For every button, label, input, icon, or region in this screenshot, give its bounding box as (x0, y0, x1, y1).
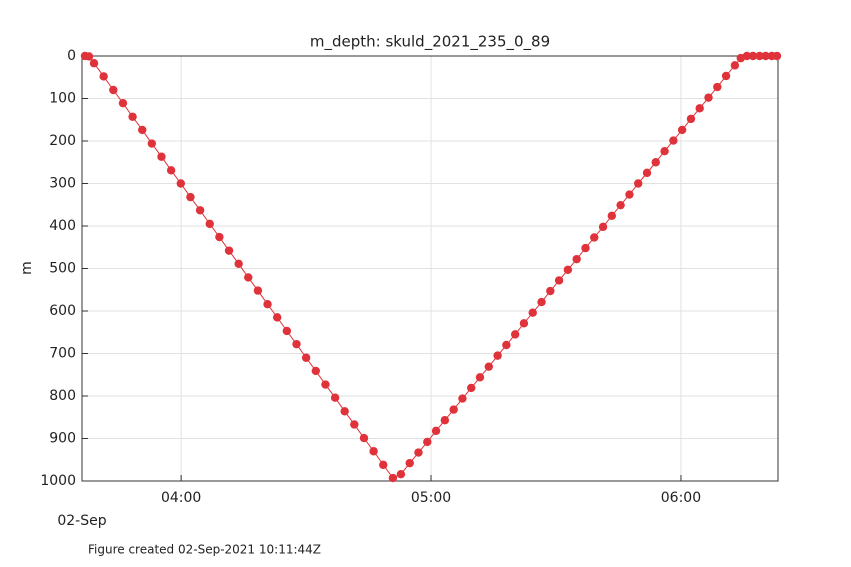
data-point (704, 93, 713, 102)
data-point (572, 254, 581, 264)
data-point (467, 383, 476, 393)
data-point (224, 246, 234, 255)
data-point (677, 125, 687, 135)
data-point (369, 447, 378, 456)
data-point (440, 416, 450, 425)
data-point (510, 330, 520, 339)
data-point (244, 273, 253, 282)
plot-frame (81, 55, 779, 482)
data-point (554, 276, 564, 285)
data-point (458, 394, 467, 403)
y-tick-label: 300 (49, 176, 76, 192)
y-tick-label: 700 (49, 346, 76, 362)
x-tick-label: 05:00 (411, 490, 451, 506)
data-point (253, 286, 263, 295)
data-point (84, 52, 94, 61)
data-point (748, 51, 758, 61)
data-point (311, 366, 321, 376)
data-point (292, 339, 301, 349)
data-point (616, 200, 625, 210)
y-tick-label: 500 (49, 261, 76, 277)
data-point (234, 259, 243, 269)
x-date-label: 02-Sep (57, 513, 106, 529)
y-tick-label: 1000 (40, 473, 76, 489)
data-point (282, 326, 292, 336)
data-point (625, 190, 634, 199)
data-point (118, 98, 128, 108)
x-tick-label: 04:00 (161, 490, 201, 506)
data-point (340, 407, 349, 416)
data-point (166, 166, 176, 175)
data-point (721, 71, 731, 81)
data-point (321, 380, 330, 389)
y-tick-label: 600 (49, 303, 76, 319)
data-point (607, 211, 617, 220)
data-point (147, 139, 157, 148)
data-point (176, 179, 185, 188)
data-point (598, 222, 608, 232)
data-point (99, 72, 108, 81)
data-point (633, 179, 643, 188)
data-point (742, 51, 752, 61)
data-point (128, 112, 137, 121)
footer: Figure created 02-Sep-2021 10:11:44Z (88, 543, 321, 557)
y-tick-label: 100 (49, 91, 76, 107)
data-point (263, 300, 272, 309)
data-point (493, 351, 502, 360)
data-point (350, 420, 359, 429)
y-tick-label: 900 (49, 431, 76, 447)
data-point (388, 473, 398, 483)
data-point (642, 168, 652, 178)
data-point (89, 59, 99, 68)
data-point (379, 460, 388, 470)
data-point (396, 470, 406, 479)
data-point (484, 362, 493, 371)
data-point (273, 313, 282, 322)
data-point (330, 393, 340, 402)
data-point (215, 232, 224, 242)
y-tick-label: 800 (49, 388, 76, 404)
data-point (475, 373, 485, 382)
data-point (359, 433, 369, 443)
data-point (695, 104, 704, 113)
data-point (581, 243, 590, 253)
data-point (205, 219, 214, 229)
data-point (301, 353, 311, 362)
data-point (660, 147, 669, 156)
data-point (590, 233, 599, 242)
data-point (195, 206, 205, 215)
data-point (519, 319, 529, 328)
y-tick-label: 200 (49, 133, 76, 149)
chart-title: m_depth: skuld_2021_235_0_89 (310, 33, 550, 52)
data-point (186, 192, 195, 202)
data-point (686, 114, 696, 124)
data-point (669, 136, 678, 145)
data-point (138, 125, 147, 135)
data-point (755, 51, 764, 61)
data-point (502, 340, 511, 350)
y-tick-label: 400 (49, 218, 76, 234)
data-point (651, 158, 660, 167)
data-point (713, 82, 722, 92)
data-point (157, 152, 166, 161)
data-point (405, 458, 414, 468)
data-point (431, 426, 441, 436)
y-tick-label: 0 (67, 48, 76, 64)
data-point (414, 448, 423, 457)
data-point (772, 51, 782, 61)
data-point (528, 308, 537, 317)
data-point (449, 405, 458, 414)
data-point (563, 265, 573, 274)
data-point (730, 61, 740, 70)
data-point (537, 297, 546, 307)
data-point (761, 51, 770, 61)
data-point (546, 286, 555, 296)
data-point (423, 437, 432, 447)
data-point (109, 85, 118, 95)
y-axis-label: m (19, 261, 35, 275)
x-tick-label: 06:00 (661, 490, 701, 506)
